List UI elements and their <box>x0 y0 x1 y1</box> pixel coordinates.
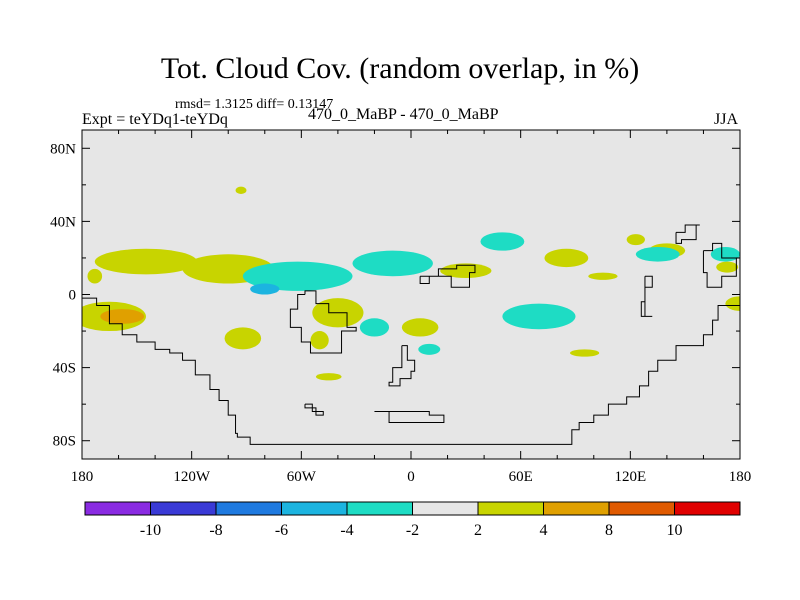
experiment-label: Expt = teYDq1-teYDq <box>82 111 228 128</box>
x-tick-label-3: 0 <box>407 469 415 485</box>
x-tick-label-6: 180 <box>729 469 752 485</box>
anomaly-region-27 <box>710 246 740 262</box>
colorbar-label-6: 4 <box>540 522 548 539</box>
anomaly-region-26 <box>635 246 680 262</box>
coastline-east-asia <box>702 242 740 288</box>
anomaly-region-14 <box>716 261 739 273</box>
x-tick-label-5: 120E <box>614 469 646 485</box>
colorbar-label-8: 10 <box>667 522 683 539</box>
anomaly-region-23 <box>502 303 576 330</box>
y-tick-label-1: 40N <box>50 214 76 230</box>
anomaly-region-11 <box>588 272 618 280</box>
anomaly-region-16 <box>315 373 342 381</box>
colorbar-label-3: -4 <box>340 522 353 539</box>
y-tick-label-4: 80S <box>53 434 76 450</box>
colorbar-label-2: -6 <box>275 522 288 539</box>
anomaly-region-17 <box>570 349 600 357</box>
axis-ticks: 180 120W 60W 0 60E 120E 180 80N 40N 0 40S 80S <box>50 130 751 485</box>
anomaly-region-20 <box>352 250 433 277</box>
anomaly-region-0 <box>94 248 198 275</box>
colorbar-swatch-3 <box>281 501 348 516</box>
colorbar-swatch-2 <box>215 501 282 516</box>
anomaly-region-5 <box>224 327 262 350</box>
anomaly-region-9 <box>440 263 492 279</box>
anomaly-region-10 <box>544 248 589 268</box>
coastline-africa <box>289 290 357 354</box>
anomaly-region-18 <box>235 186 247 194</box>
colorbar: -10 -8 -6 -4 -2 2 4 8 10 <box>84 501 741 539</box>
y-tick-label-3: 40S <box>53 361 76 377</box>
colorbar-label-7: 8 <box>605 522 613 539</box>
coastline-island-2 <box>374 410 445 423</box>
anomaly-layer <box>82 186 740 381</box>
coastline-southeast-asia <box>640 275 653 317</box>
anomaly-region-24 <box>359 318 390 337</box>
y-tick-label-2: 0 <box>69 288 77 304</box>
x-tick-label-0: 180 <box>71 469 94 485</box>
colorbar-label-0: -10 <box>140 522 161 539</box>
plot-background <box>82 130 740 459</box>
y-tick-label-0: 80N <box>50 141 76 157</box>
colorbar-swatch-1 <box>150 501 217 516</box>
anomaly-region-25 <box>418 343 441 355</box>
anomaly-region-12 <box>626 234 645 246</box>
colorbar-swatch-8 <box>608 501 675 516</box>
colorbar-label-1: -8 <box>209 522 222 539</box>
anomaly-region-15 <box>725 296 740 311</box>
anomaly-region-8 <box>401 318 439 337</box>
colorbar-swatch-5 <box>412 501 479 516</box>
x-tick-label-1: 120W <box>173 469 211 485</box>
chart-title: Tot. Cloud Cov. (random overlap, in %) <box>160 52 640 85</box>
coastline-americas <box>82 297 740 445</box>
colorbar-swatch-0 <box>84 501 151 516</box>
coastline-india <box>419 264 476 288</box>
colorbar-swatch-7 <box>543 501 610 516</box>
anomaly-region-4 <box>87 268 103 284</box>
x-tick-label-4: 60E <box>509 469 533 485</box>
anomaly-region-21 <box>250 283 280 295</box>
coastline-madagascar <box>388 345 416 387</box>
coastline-layer <box>82 224 740 445</box>
colorbar-swatch-9 <box>674 501 741 516</box>
period-label: 470_0_MaBP - 470_0_MaBP <box>308 106 499 123</box>
coastline-island-1 <box>304 403 324 416</box>
anomaly-region-7 <box>310 331 329 350</box>
x-tick-label-2: 60W <box>287 469 317 485</box>
stats-label: rmsd= 1.3125 diff= 0.13147 <box>175 97 334 112</box>
anomaly-region-3 <box>100 309 145 324</box>
colorbar-label-4: -2 <box>406 522 419 539</box>
season-label: JJA <box>714 111 739 128</box>
colorbar-swatch-4 <box>346 501 413 516</box>
colorbar-label-5: 2 <box>474 522 482 539</box>
coastline-japan <box>675 224 700 244</box>
anomaly-region-22 <box>480 232 525 251</box>
colorbar-swatch-6 <box>477 501 544 516</box>
anomaly-region-19 <box>242 261 353 291</box>
